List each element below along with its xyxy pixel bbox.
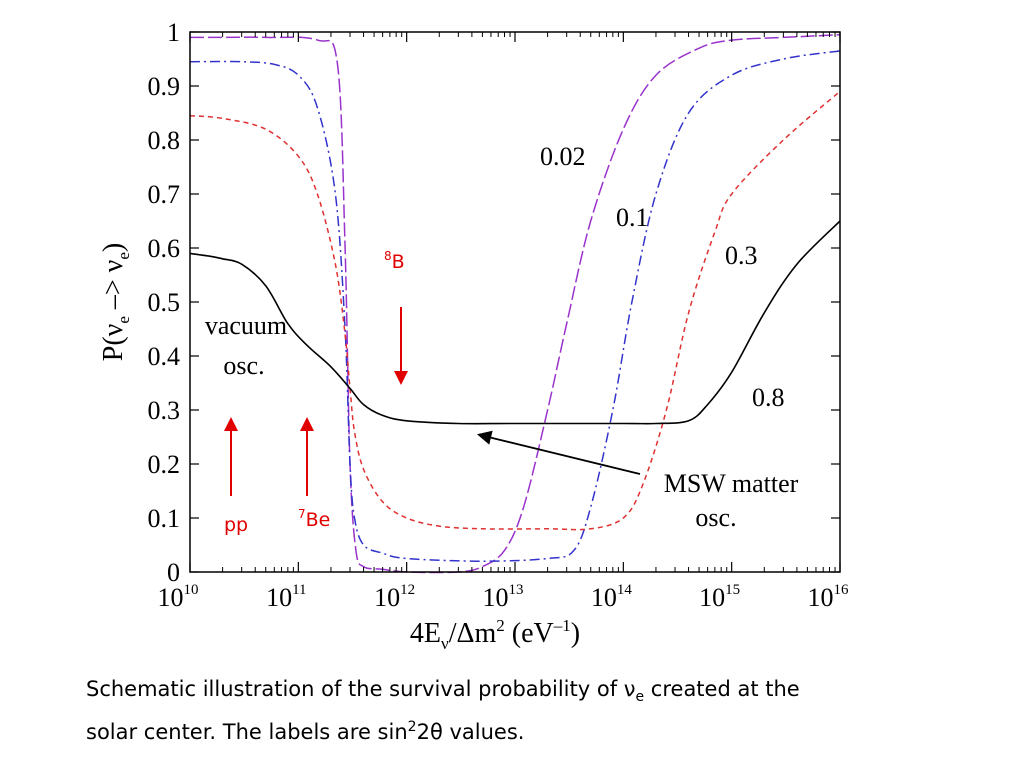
x-tick-label: 1016 [808, 582, 850, 612]
series-layer [189, 33, 841, 574]
figure-caption: Schematic illustration of the survival p… [86, 677, 800, 745]
x-tick-label: 1010 [158, 582, 199, 612]
x-tick-label: 1012 [374, 582, 415, 612]
y-axis-ticks: 0 0.1 0.2 0.3 0.4 0.5 0.6 0.7 0.8 0.9 1 [148, 18, 840, 587]
curve-label-0.1: 0.1 [616, 203, 649, 232]
series-line-0.8 [189, 220, 841, 425]
msw-pointer-arrow [477, 430, 641, 475]
y-tick-label: 0.3 [148, 396, 181, 425]
x-tick-label: 1015 [699, 582, 740, 612]
y-tick-label: 0.8 [148, 126, 181, 155]
curve-label-0.3: 0.3 [725, 241, 758, 270]
msw-label: MSW matter [664, 469, 799, 498]
x-axis-ticks: 1010 1011 1012 1013 1014 1015 1016 [158, 32, 850, 612]
survival-probability-chart: 00.10.20.30.40.50.60.70.80.91 1010 1011 10… [98, 18, 850, 653]
curve-label-0.8: 0.8 [752, 383, 785, 412]
y-axis-title: P(νe –> νe) [98, 243, 133, 361]
y-tick-label: 0.7 [148, 180, 181, 209]
x-tick-label: 1014 [591, 582, 633, 612]
y-tick-label: 0.6 [148, 234, 181, 263]
y-tick-label: 0.2 [148, 450, 181, 479]
series-line-0.3 [189, 90, 841, 531]
series-line-0.1 [189, 50, 841, 562]
y-tick-label: 0.4 [148, 342, 181, 371]
vacuum-label: vacuum [205, 311, 287, 340]
y-tick-label: 0.5 [148, 288, 181, 317]
y-tick-label: 0.1 [148, 504, 181, 533]
y-tick-label: 0 [167, 558, 180, 587]
x-tick-label: 1013 [483, 582, 524, 612]
msw-osc-label: osc. [695, 503, 736, 532]
y-tick-label: 1 [167, 18, 180, 47]
beryllium-7-label: 7Be [298, 507, 330, 531]
pp-label: pp [224, 514, 248, 536]
x-tick-label: 1011 [266, 582, 306, 612]
y-tick-label: 0.9 [148, 72, 181, 101]
boron-8-label: 8B [384, 249, 405, 273]
x-axis-title: 4Eν/Δm2 (eV–1) [410, 616, 580, 653]
vacuum-osc-label: osc. [223, 351, 264, 380]
curve-label-0.02: 0.02 [540, 142, 586, 171]
